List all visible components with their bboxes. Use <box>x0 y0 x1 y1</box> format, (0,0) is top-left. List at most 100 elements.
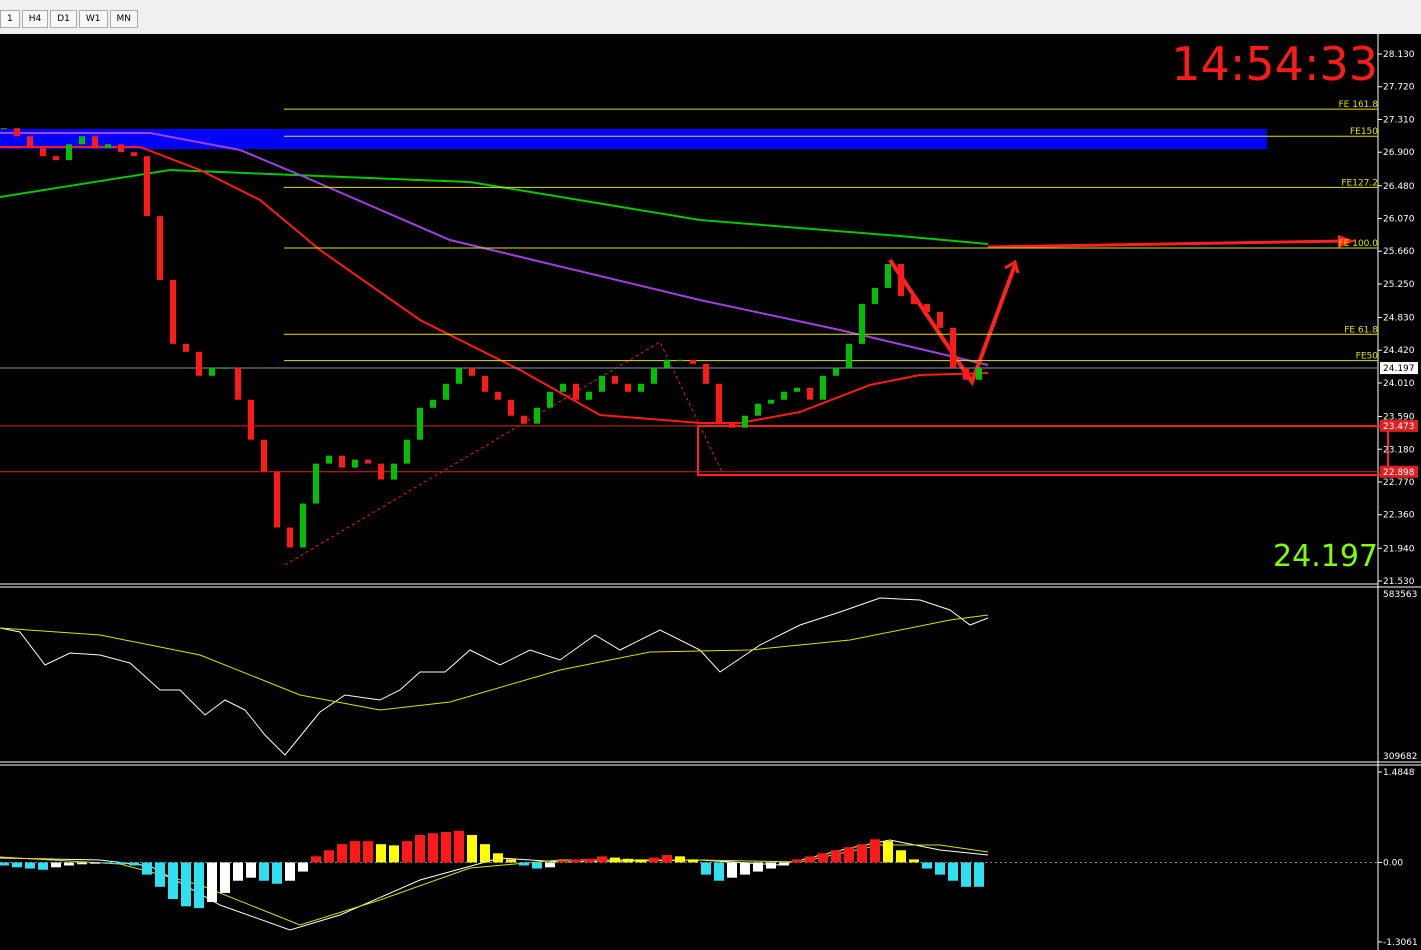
histogram-bar <box>844 847 854 863</box>
candle <box>391 463 397 480</box>
histogram-bar <box>285 862 295 881</box>
tab[interactable]: H4 <box>21 10 49 28</box>
arrow <box>888 258 1017 387</box>
histogram-bar <box>259 862 269 881</box>
histogram-bar <box>142 862 152 875</box>
candle <box>742 415 748 428</box>
candle <box>859 303 865 344</box>
histogram-bar <box>818 853 828 863</box>
candle <box>14 128 20 137</box>
candle <box>365 459 371 464</box>
candle <box>508 399 514 416</box>
histogram-bar <box>103 862 113 864</box>
histogram-bar <box>25 862 35 869</box>
histogram-bar <box>922 862 932 869</box>
histogram-bar <box>363 841 373 863</box>
candle <box>924 303 930 312</box>
y-tick-label: 21.940 <box>1383 544 1415 554</box>
candle <box>196 351 202 376</box>
candle <box>664 359 670 368</box>
histogram-bar <box>662 855 672 863</box>
histogram-bar <box>545 862 555 868</box>
fe-label: FE150 <box>1350 127 1378 137</box>
y-tick-label: 26.070 <box>1383 214 1415 224</box>
timeframe-tabs: 1 H4 D1 W1 MN <box>0 10 140 28</box>
histogram-bar <box>649 857 659 863</box>
candle <box>937 311 943 328</box>
candle <box>885 264 891 288</box>
candle <box>66 144 72 161</box>
histogram-bar <box>415 835 425 863</box>
y-tick-label: 21.530 <box>1383 577 1415 587</box>
candle <box>235 367 241 400</box>
histogram-bar <box>974 862 984 887</box>
histogram-bar <box>467 835 477 863</box>
histogram-bar <box>480 844 490 863</box>
fe-label: FE127.2 <box>1341 178 1378 188</box>
candle <box>118 144 124 153</box>
histogram-bar <box>727 862 737 878</box>
candle <box>339 455 345 468</box>
histogram-bar <box>90 862 100 864</box>
candle <box>846 343 852 368</box>
candle <box>794 387 800 392</box>
tab[interactable]: MN <box>109 10 139 28</box>
histogram-bar <box>714 862 724 881</box>
candle <box>911 295 917 304</box>
price-tag <box>1380 465 1418 478</box>
candle <box>170 279 176 344</box>
histogram-bar <box>610 857 620 863</box>
histogram-bar <box>935 862 945 875</box>
tab[interactable]: W1 <box>78 10 108 28</box>
candle <box>898 264 904 296</box>
histogram-bar <box>597 856 607 863</box>
oscillator-signal <box>0 614 989 711</box>
candle <box>872 287 878 304</box>
histogram-bar <box>896 850 906 863</box>
clock: 14:54:33 <box>1171 37 1378 91</box>
candle <box>274 471 280 528</box>
y-tick-label: 23.590 <box>1383 413 1415 423</box>
y-tick-label: 25.660 <box>1383 247 1415 257</box>
candle <box>573 383 579 400</box>
histogram-bar <box>194 862 204 909</box>
tab[interactable]: 1 <box>0 10 20 28</box>
histogram-bar <box>129 862 139 866</box>
candle <box>79 136 85 145</box>
candle <box>781 391 787 400</box>
supply-zone <box>0 129 1267 149</box>
osc-bottom-label: 309682 <box>1383 752 1417 762</box>
y-tick-label: 24.830 <box>1383 314 1415 324</box>
histogram-bar <box>740 862 750 875</box>
candle <box>976 368 982 380</box>
histogram-bar <box>350 841 360 863</box>
histogram-bar <box>831 850 841 863</box>
candle <box>716 383 722 424</box>
candle <box>105 144 111 149</box>
y-tick-label: 22.360 <box>1383 511 1415 521</box>
histogram-bar <box>12 862 22 868</box>
candle <box>495 391 501 400</box>
price-tag <box>1380 419 1418 432</box>
y-tick-label: 26.480 <box>1383 182 1415 192</box>
candle <box>599 375 605 392</box>
candle <box>144 156 150 217</box>
candle <box>521 415 527 424</box>
tab[interactable]: D1 <box>50 10 77 28</box>
histogram-bar <box>857 844 867 863</box>
y-tick-label: 28.130 <box>1383 50 1415 60</box>
y-tick-label: 0.00 <box>1383 858 1403 868</box>
histogram-bar <box>532 862 542 869</box>
histogram-bar <box>961 862 971 887</box>
histogram-bar <box>428 833 438 863</box>
background <box>0 34 1421 950</box>
histogram-bar <box>324 850 334 863</box>
candle <box>261 439 267 472</box>
current-price: 24.197 <box>1273 539 1378 574</box>
ma-green <box>0 168 989 245</box>
histogram-bar <box>233 862 243 881</box>
histogram-bar <box>441 831 451 863</box>
arrow-head <box>1338 235 1355 248</box>
candle <box>313 463 319 504</box>
candle <box>430 399 436 408</box>
